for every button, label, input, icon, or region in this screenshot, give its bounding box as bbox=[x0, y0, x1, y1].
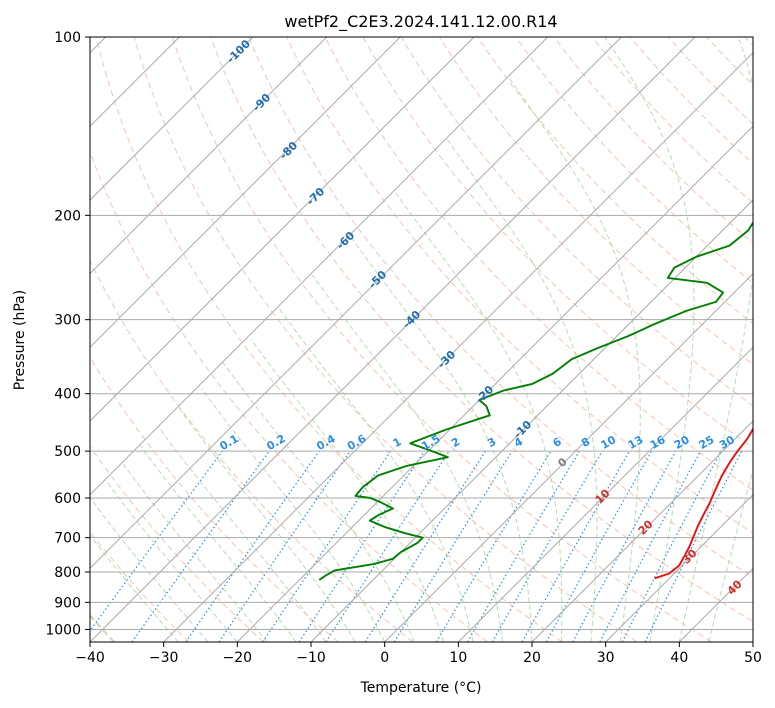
mixing-ratio-line bbox=[393, 450, 513, 642]
x-tick-label: −10 bbox=[296, 650, 326, 666]
isotherm-gridline bbox=[90, 37, 475, 422]
moist-adiabat bbox=[708, 468, 753, 642]
moist-adiabat bbox=[279, 309, 474, 642]
dry-adiabat bbox=[210, 37, 753, 623]
moist-adiabat bbox=[178, 407, 356, 642]
axis-ticks: −40 −30 −20 −10 0 10 20 30 40 50 100 200 300 400 500 60… bbox=[45, 30, 762, 666]
isotherm-gridline bbox=[163, 51, 753, 642]
dry-adiabat bbox=[248, 37, 753, 578]
isotherm-gridline bbox=[90, 37, 696, 642]
dry-adiabat bbox=[171, 37, 712, 642]
moist-adiabat bbox=[104, 479, 238, 642]
y-tick-label: 400 bbox=[54, 387, 81, 403]
dry-adiabat bbox=[133, 37, 638, 642]
mixing-ratio-line bbox=[491, 450, 603, 642]
mixing-ratio-line bbox=[364, 450, 486, 642]
y-tick-label: 700 bbox=[54, 531, 81, 547]
dry-adiabat bbox=[515, 37, 753, 284]
series-line-2 bbox=[318, 220, 753, 581]
dry-adiabat bbox=[629, 37, 753, 165]
y-tick-label: 500 bbox=[54, 444, 81, 460]
x-tick-label: 50 bbox=[744, 650, 762, 666]
moist-adiabat bbox=[394, 191, 563, 642]
y-tick-label: 100 bbox=[54, 30, 81, 46]
dry-adiabat bbox=[477, 37, 753, 325]
moist-adiabat bbox=[604, 37, 695, 642]
moist-adiabat bbox=[509, 78, 641, 642]
moist-adiabat bbox=[222, 361, 415, 642]
dry-adiabat bbox=[591, 37, 753, 204]
moist-adiabat bbox=[123, 464, 268, 642]
mixing-ratio-line bbox=[435, 450, 552, 642]
mixing-ratio-line bbox=[521, 450, 631, 642]
moist-adiabat bbox=[90, 498, 209, 642]
mixing-ratio-line bbox=[572, 450, 677, 642]
moist-adiabat bbox=[250, 339, 445, 642]
x-tick-label: 30 bbox=[597, 650, 615, 666]
dry-adiabat bbox=[324, 37, 753, 491]
x-tick-label: −30 bbox=[149, 650, 179, 666]
mixing-ratio-line bbox=[218, 450, 351, 642]
x-tick-label: 20 bbox=[523, 650, 541, 666]
isotherm-gridline bbox=[90, 37, 328, 275]
isotherm-gridline bbox=[531, 420, 753, 642]
y-tick-label: 800 bbox=[54, 565, 81, 581]
x-axis-label: Temperature (°C) bbox=[360, 680, 482, 696]
moist-adiabat bbox=[139, 445, 297, 642]
x-tick-label: 10 bbox=[449, 650, 467, 666]
isotherm-gridline bbox=[90, 37, 549, 496]
dry-adiabat bbox=[90, 445, 264, 642]
y-tick-label: 900 bbox=[54, 595, 81, 611]
y-axis-label: Pressure (hPa) bbox=[12, 290, 28, 390]
isotherm-gridline bbox=[90, 37, 254, 201]
x-tick-label: −20 bbox=[223, 650, 253, 666]
y-tick-label: 300 bbox=[54, 313, 81, 329]
dry-adiabat bbox=[95, 37, 563, 642]
mixing-ratio-line bbox=[90, 450, 223, 632]
profile-lines bbox=[318, 220, 753, 581]
moist-adiabat bbox=[90, 534, 179, 642]
dry-adiabat bbox=[90, 259, 414, 642]
mixing-ratio-line bbox=[131, 450, 270, 642]
x-tick-label: 0 bbox=[380, 650, 389, 666]
series-line-1 bbox=[654, 427, 753, 580]
isotherm-gridline bbox=[90, 37, 401, 349]
moist-adiabat bbox=[201, 388, 386, 642]
plot-frame bbox=[89, 36, 754, 643]
isotherm-gridline bbox=[310, 199, 753, 642]
x-tick-label: 40 bbox=[670, 650, 688, 666]
y-tick-label: 1000 bbox=[45, 622, 81, 638]
isotherm-gridline bbox=[605, 493, 753, 642]
chart-title: wetPf2_C2E3.2024.141.12.00.R14 bbox=[284, 12, 557, 32]
moist-adiabat bbox=[157, 426, 327, 642]
moist-adiabat bbox=[446, 138, 598, 642]
mixing-ratio-line bbox=[325, 450, 450, 642]
isotherm-gridline bbox=[90, 37, 622, 570]
isotherm-gridline bbox=[384, 272, 753, 642]
isotherm-gridline bbox=[236, 125, 753, 642]
dry-adiabat bbox=[400, 37, 753, 407]
y-tick-label: 600 bbox=[54, 491, 81, 507]
x-tick-label: −40 bbox=[75, 650, 105, 666]
y-tick-label: 200 bbox=[54, 208, 81, 224]
mixing-ratio-line bbox=[185, 450, 320, 642]
mixing-ratio-line bbox=[466, 450, 580, 642]
isotherm-gridline bbox=[457, 346, 753, 642]
